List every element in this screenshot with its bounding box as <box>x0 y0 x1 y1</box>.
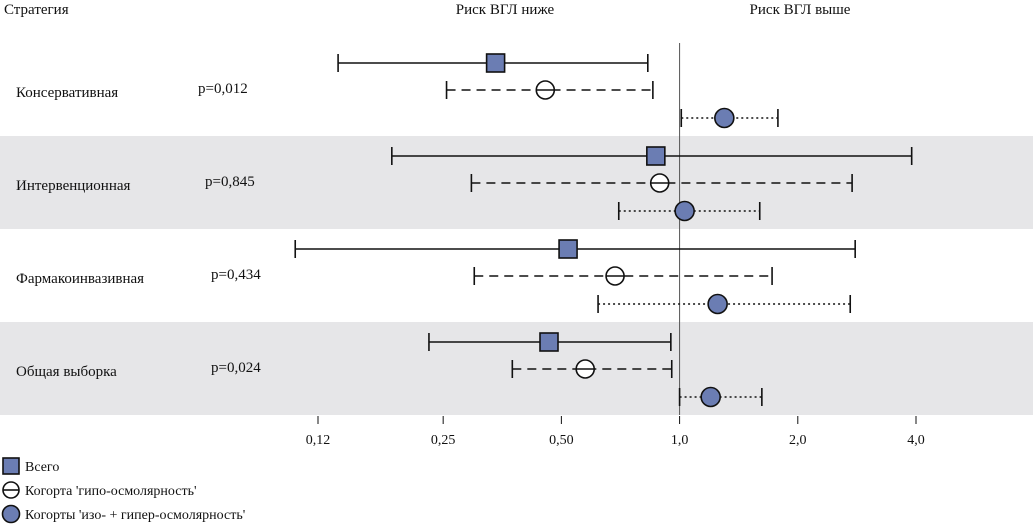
group-p-value-0: p=0,012 <box>198 81 248 97</box>
x-axis: 0,12 0,25 0,50 1,0 2,0 4,0 <box>306 416 925 448</box>
point-marker-2-1 <box>605 266 625 286</box>
estimate-row-2-0 <box>294 239 856 259</box>
point-marker-0-1 <box>535 80 556 100</box>
estimate-row-3-1 <box>511 359 673 379</box>
estimate-row-1-0 <box>391 146 913 166</box>
header-strategy: Стратегия <box>4 2 69 18</box>
legend-square-icon <box>2 457 20 475</box>
estimate-row-1-1 <box>470 173 853 193</box>
legend-label-iso: Когорты 'изо- + гипер-осмолярность' <box>25 508 245 523</box>
legend: Всего Когорта 'гипо-осмолярность' Когорты … <box>1 457 245 524</box>
estimate-row-3-2 <box>678 386 763 408</box>
point-marker-0-0 <box>485 53 506 73</box>
tick-label-0: 0,12 <box>306 433 331 448</box>
tick-label-3: 1,0 <box>671 433 689 448</box>
group-label-1: Интервенционная <box>16 178 131 194</box>
estimate-row-0-1 <box>445 80 654 100</box>
estimate-row-2-1 <box>473 266 773 286</box>
group-label-2: Фармакоинвазивная <box>16 271 144 287</box>
estimate-row-0-0 <box>337 53 649 73</box>
point-marker-2-0 <box>558 239 578 259</box>
legend-label-all: Всего <box>25 460 59 475</box>
estimate-rows <box>294 53 913 408</box>
header-row: Стратегия Риск ВГЛ ниже Риск ВГЛ выше <box>4 2 851 18</box>
group-p-value-2: p=0,434 <box>211 267 261 283</box>
legend-item-all: Всего <box>2 457 59 475</box>
row-bands <box>0 136 1033 415</box>
point-marker-1-1 <box>649 173 670 193</box>
estimate-row-0-2 <box>680 107 779 129</box>
group-label-0: Консервативная <box>16 85 118 101</box>
header-risk-higher: Риск ВГЛ выше <box>750 2 851 18</box>
point-marker-2-2 <box>707 293 728 315</box>
point-marker-3-0 <box>539 332 559 352</box>
legend-item-iso: Когорты 'изо- + гипер-осмолярность' <box>1 504 245 524</box>
group-labels: Консервативная p=0,012 Интервенционная p=0,… <box>16 81 261 380</box>
legend-circle-icon <box>1 504 21 524</box>
tick-label-2: 0,50 <box>549 433 574 448</box>
estimate-row-2-2 <box>597 293 852 315</box>
point-marker-1-0 <box>646 146 666 166</box>
group-p-value-3: p=0,024 <box>211 360 261 376</box>
point-marker-0-2 <box>714 107 735 129</box>
tick-label-5: 4,0 <box>907 433 925 448</box>
header-risk-lower: Риск ВГЛ ниже <box>456 2 555 18</box>
tick-label-4: 2,0 <box>789 433 807 448</box>
legend-label-hypo: Когорта 'гипо-осмолярность' <box>25 484 197 499</box>
point-marker-1-2 <box>674 200 695 222</box>
legend-item-hypo: Когорта 'гипо-осмолярность' <box>2 481 197 499</box>
estimate-row-3-0 <box>428 332 672 352</box>
point-marker-3-1 <box>575 359 596 379</box>
group-label-3: Общая выборка <box>16 364 117 380</box>
group-p-value-1: p=0,845 <box>205 174 255 190</box>
tick-label-1: 0,25 <box>431 433 456 448</box>
point-marker-3-2 <box>700 386 721 408</box>
estimate-row-1-2 <box>617 200 761 222</box>
